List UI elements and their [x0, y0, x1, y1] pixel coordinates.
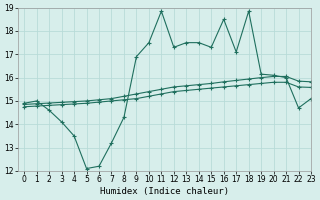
X-axis label: Humidex (Indice chaleur): Humidex (Indice chaleur) [100, 187, 229, 196]
